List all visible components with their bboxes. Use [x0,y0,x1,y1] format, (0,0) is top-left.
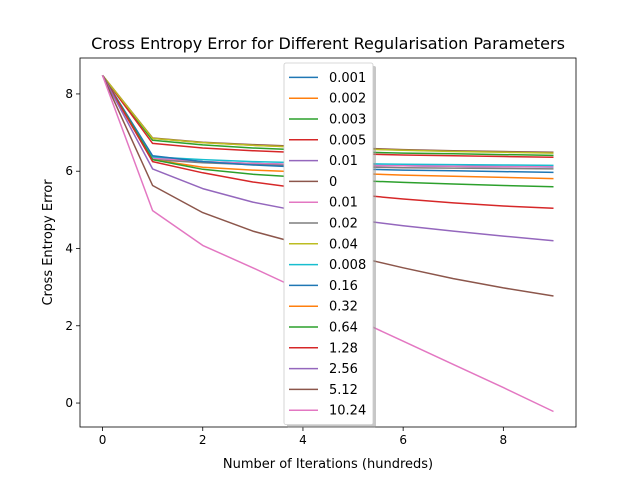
legend-label-13: 1.28 [329,341,358,356]
y-tick-label-3: 6 [65,164,73,178]
chart-title: Cross Entropy Error for Different Regula… [91,34,565,53]
legend: 0.001 0.002 0.003 0.005 0.01 0 0.01 0.02 0.04 0.0… [283,62,376,428]
legend-label-6: 0.01 [329,196,358,211]
x-tick-label-2: 4 [299,433,307,447]
legend-label-1: 0.002 [329,92,366,107]
y-axis-label: Cross Entropy Error [41,179,56,306]
x-tick-label-4: 8 [500,433,508,447]
legend-label-9: 0.008 [329,258,366,273]
x-tick-label-3: 6 [399,433,407,447]
legend-label-8: 0.04 [329,237,358,252]
legend-label-10: 0.16 [329,279,358,294]
y-tick-label-1: 2 [65,319,73,333]
legend-label-4: 0.01 [329,154,358,169]
y-tick-label-2: 4 [65,241,73,255]
legend-label-11: 0.32 [329,300,358,315]
y-tick-label-4: 8 [65,87,73,101]
legend-label-5: 0 [329,175,337,190]
x-tick-label-0: 0 [99,433,107,447]
x-axis-ticks: 0 2 4 6 8 [99,427,507,447]
y-tick-label-0: 0 [65,396,73,410]
y-axis-ticks: 0 2 4 6 8 [65,87,80,410]
legend-box [283,62,374,426]
legend-label-2: 0.003 [329,113,366,128]
legend-label-12: 0.64 [329,321,358,336]
legend-label-14: 2.56 [329,362,358,377]
legend-label-16: 10.24 [329,404,366,419]
x-axis-label: Number of Iterations (hundreds) [223,457,433,472]
legend-label-7: 0.02 [329,217,358,232]
legend-label-0: 0.001 [329,71,366,86]
legend-label-3: 0.005 [329,133,366,148]
x-tick-label-1: 2 [199,433,207,447]
legend-label-15: 5.12 [329,383,358,398]
